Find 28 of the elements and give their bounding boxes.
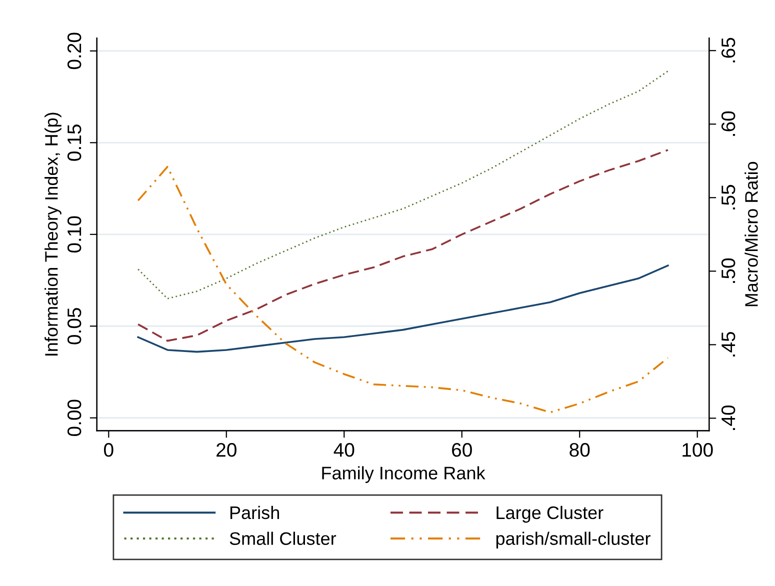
y-tick-label: 0.20 (67, 32, 82, 70)
y-tick-label: 0.15 (67, 124, 82, 161)
x-tick-label: 100 (682, 443, 713, 457)
legend-label: Parish (230, 506, 279, 520)
y-axis-title: Information Theory Index, H(p) (44, 112, 62, 356)
y2-tick-label: .40 (721, 405, 736, 430)
y2-axis-title: Macro/Micro Ratio (744, 162, 758, 306)
y2-tick-label: .45 (722, 332, 736, 356)
x-axis-title: Family Income Rank (322, 466, 486, 484)
y-tick-label: 0.05 (67, 308, 82, 344)
y2-tick-label: .55 (722, 184, 736, 210)
x-tick-label: 60 (452, 443, 472, 457)
legend-label: Large Cluster (496, 506, 604, 523)
line-series (137, 70, 669, 300)
x-tick-label: 40 (334, 443, 354, 457)
x-tick-label: 20 (216, 443, 236, 457)
y-tick-label: 0.10 (67, 216, 82, 253)
line-series (137, 149, 669, 342)
x-tick-label: 80 (570, 443, 590, 457)
legend-label: Small Cluster (230, 532, 336, 545)
y2-tick-label: .60 (721, 111, 736, 136)
x-tick-label: 0 (104, 443, 114, 457)
y2-tick-label: .65 (721, 38, 736, 62)
line-series (137, 264, 669, 353)
legend-label: parish/small-cluster (496, 532, 650, 549)
y-tick-label: 0.00 (67, 400, 82, 436)
y2-tick-label: .50 (721, 258, 736, 283)
line-series (137, 166, 669, 414)
